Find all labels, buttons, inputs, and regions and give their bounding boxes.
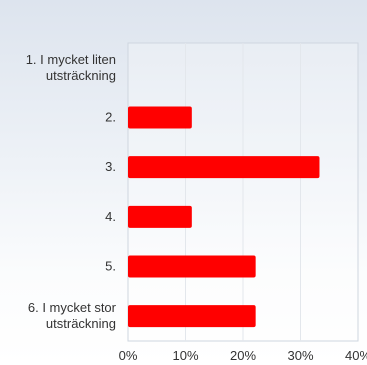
category-label: 4. (105, 209, 116, 224)
category-label: 6. I mycket stor utsträckning (28, 300, 117, 331)
x-tick-label: 20% (230, 348, 256, 363)
x-tick-label: 30% (287, 348, 313, 363)
x-axis-tick-labels: 0% 10% 20% 30% 40% (119, 348, 367, 363)
bar (128, 205, 192, 228)
x-tick-label: 10% (172, 348, 198, 363)
bars (128, 106, 320, 328)
category-label: 5. (105, 259, 116, 274)
bar (128, 156, 320, 179)
category-labels: 1. I mycket liten utsträckning 2. 3. 4. 5. 6. … (26, 52, 117, 331)
gridlines (185, 43, 301, 341)
bar (128, 106, 192, 129)
category-label: 2. (105, 110, 116, 125)
category-label: 3. (105, 159, 116, 174)
category-label: 1. I mycket liten utsträckning (26, 52, 116, 83)
bar (128, 255, 256, 278)
x-tick-label: 0% (119, 348, 138, 363)
bar (128, 305, 256, 328)
x-tick-label: 40% (345, 348, 367, 363)
